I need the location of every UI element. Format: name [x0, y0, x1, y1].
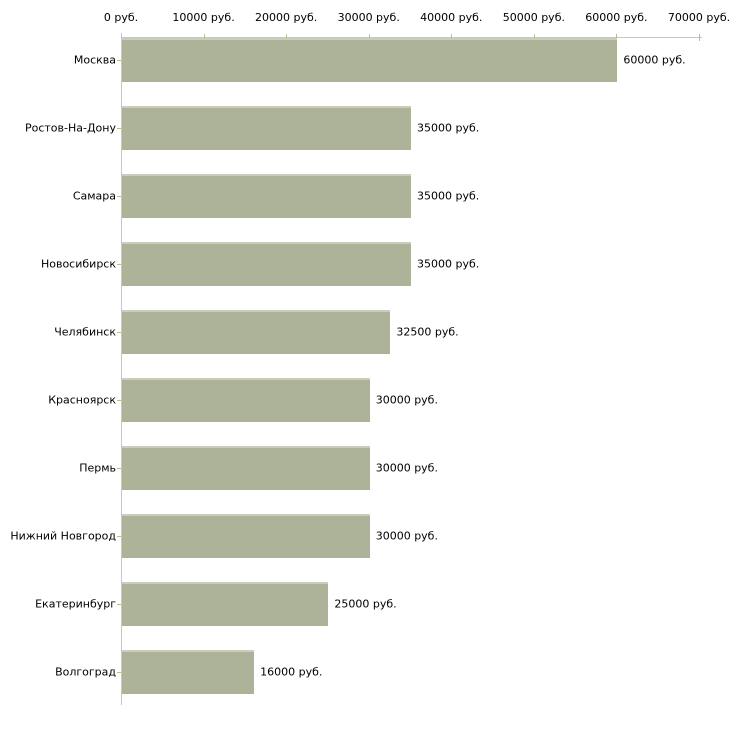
category-label: Новосибирск — [40, 257, 116, 271]
value-label: 16000 руб. — [260, 665, 323, 679]
x-axis-tick-mark — [204, 34, 205, 41]
category-tick-mark — [117, 604, 121, 605]
category-label: Пермь — [79, 461, 116, 475]
category-label: Красноярск — [48, 393, 116, 407]
category-tick-mark — [117, 60, 121, 61]
category-label: Москва — [73, 53, 116, 67]
x-axis-tick-mark — [369, 34, 370, 41]
category-tick-mark — [117, 128, 121, 129]
bar — [122, 38, 618, 82]
value-label: 60000 руб. — [623, 53, 686, 67]
category-tick-mark — [117, 672, 121, 673]
value-label: 30000 руб. — [375, 529, 438, 543]
category-tick-mark — [117, 332, 121, 333]
bar — [122, 174, 411, 218]
category-label: Екатеринбург — [35, 597, 116, 611]
category-tick-mark — [117, 468, 121, 469]
bar — [122, 106, 411, 150]
x-axis-tick-mark — [534, 34, 535, 41]
x-axis-tick-label: 70000 руб. — [667, 11, 730, 24]
value-label: 32500 руб. — [396, 325, 459, 339]
x-axis-tick-label: 20000 руб. — [255, 11, 318, 24]
x-axis-tick-mark — [286, 34, 287, 41]
value-label: 30000 руб. — [375, 393, 438, 407]
x-axis-tick-mark — [616, 34, 617, 41]
x-axis-tick-label: 60000 руб. — [585, 11, 648, 24]
x-axis-line — [121, 37, 702, 38]
x-axis-tick-mark — [699, 34, 700, 41]
value-label: 35000 руб. — [417, 257, 480, 271]
category-label: Нижний Новгород — [10, 529, 116, 543]
bar — [122, 514, 370, 558]
category-label: Волгоград — [55, 665, 116, 679]
x-axis-tick-label: 10000 руб. — [172, 11, 235, 24]
bar — [122, 378, 370, 422]
category-tick-mark — [117, 264, 121, 265]
value-label: 25000 руб. — [334, 597, 397, 611]
bar — [122, 310, 391, 354]
bar — [122, 242, 411, 286]
bar — [122, 446, 370, 490]
category-tick-mark — [117, 536, 121, 537]
value-label: 35000 руб. — [417, 121, 480, 135]
bar — [122, 582, 329, 626]
value-label: 35000 руб. — [417, 189, 480, 203]
category-tick-mark — [117, 400, 121, 401]
y-axis-line — [121, 33, 122, 705]
category-label: Самара — [72, 189, 116, 203]
x-axis-tick-mark — [451, 34, 452, 41]
category-label: Челябинск — [54, 325, 116, 339]
category-label: Ростов-На-Дону — [24, 121, 116, 135]
category-tick-mark — [117, 196, 121, 197]
x-axis-tick-label: 0 руб. — [103, 11, 139, 24]
x-axis-tick-label: 30000 руб. — [337, 11, 400, 24]
bar — [122, 650, 255, 694]
x-axis-tick-label: 50000 руб. — [502, 11, 565, 24]
x-axis-tick-label: 40000 руб. — [420, 11, 483, 24]
value-label: 30000 руб. — [375, 461, 438, 475]
